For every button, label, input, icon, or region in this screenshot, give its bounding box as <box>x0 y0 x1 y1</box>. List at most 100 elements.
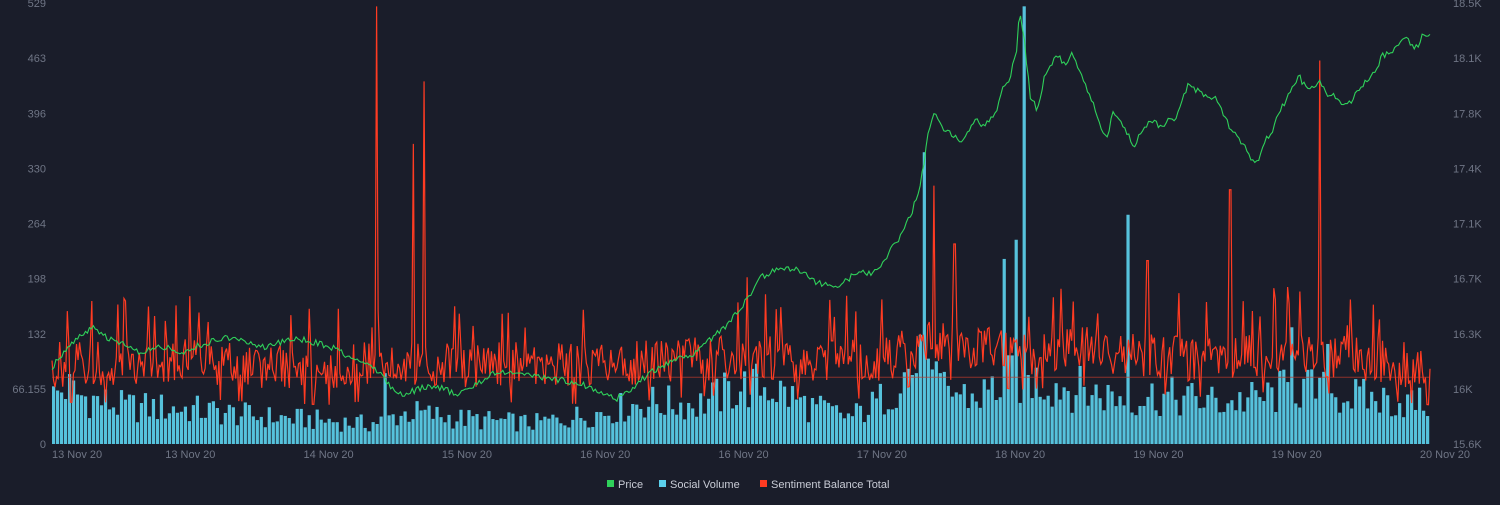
social-volume-bar <box>467 410 471 444</box>
x-axis-tick-label: 13 Nov 20 <box>52 449 102 461</box>
social-volume-bar <box>1230 400 1234 444</box>
social-volume-bar <box>707 398 711 444</box>
social-volume-bar <box>1426 416 1430 444</box>
social-volume-bar <box>1062 387 1066 444</box>
social-volume-bar <box>1042 399 1046 444</box>
social-volume-bar <box>1298 407 1302 444</box>
social-volume-bar <box>1074 395 1078 444</box>
social-volume-bar <box>99 405 104 444</box>
social-volume-bar <box>663 414 667 444</box>
social-volume-bar <box>83 396 88 444</box>
x-axis-tick-label: 19 Nov 20 <box>1272 449 1322 461</box>
social-volume-bar <box>1394 415 1398 444</box>
social-volume-bar <box>59 392 64 444</box>
social-volume-bar <box>822 400 827 444</box>
social-volume-bar <box>547 418 551 444</box>
social-volume-bar <box>75 394 80 444</box>
social-volume-bar <box>643 417 647 444</box>
social-volume-bar <box>143 393 148 444</box>
x-axis-tick-label: 16 Nov 20 <box>580 449 630 461</box>
social-volume-bar <box>163 418 168 444</box>
social-volume-bar <box>507 412 511 444</box>
social-volume-bar <box>427 405 431 444</box>
social-volume-bar <box>387 415 391 444</box>
social-volume-bar <box>347 425 351 444</box>
social-volume-bar <box>1174 399 1178 444</box>
social-volume-bar <box>1294 403 1298 444</box>
social-volume-bar <box>962 384 966 444</box>
social-volume-bar <box>535 413 539 444</box>
social-volume-bar <box>595 411 599 444</box>
social-volume-bar <box>866 414 871 444</box>
social-volume-bar <box>275 421 279 444</box>
social-volume-bar <box>982 379 986 444</box>
social-volume-bar <box>199 417 203 444</box>
social-volume-bar <box>826 402 831 444</box>
legend-label: Sentiment Balance Total <box>771 479 889 491</box>
social-volume-bar <box>355 417 359 444</box>
social-volume-bar <box>667 385 671 444</box>
social-volume-bar <box>255 420 259 444</box>
social-volume-bar <box>187 421 191 444</box>
social-volume-bar <box>543 416 547 444</box>
social-volume-bar <box>1170 376 1174 444</box>
social-volume-bar <box>335 422 339 444</box>
social-volume-bar <box>607 415 611 444</box>
social-volume-bar <box>1190 383 1194 444</box>
legend-item[interactable]: Price <box>607 479 643 491</box>
social-volume-bar <box>1398 403 1402 444</box>
social-volume-bar <box>71 380 76 444</box>
right-axis-tick-label: 15.6K <box>1453 439 1482 451</box>
social-volume-bar <box>303 427 307 444</box>
social-volume-bar <box>499 418 503 444</box>
social-volume-bar <box>211 401 215 444</box>
right-axis-tick-label: 17.4K <box>1453 163 1482 175</box>
social-volume-bar <box>1350 408 1354 444</box>
social-volume-bar <box>619 393 623 444</box>
social-volume-bar <box>1046 395 1050 444</box>
social-volume-bar <box>1222 411 1226 444</box>
social-volume-bar <box>1378 412 1382 444</box>
social-volume-bar <box>1162 393 1166 444</box>
social-volume-bar <box>1038 396 1042 444</box>
social-volume-bar <box>1070 412 1074 444</box>
legend[interactable]: Price Social Volume Sentiment Balance Tota… <box>607 479 889 491</box>
social-volume-bar <box>715 378 719 444</box>
social-volume-bar <box>503 418 507 444</box>
left-axis-tick-label: 264 <box>28 219 46 231</box>
social-volume-bar <box>770 398 775 444</box>
social-volume-bar <box>359 414 363 444</box>
social-volume-bar <box>487 411 491 444</box>
social-volume-bar <box>703 413 707 444</box>
social-volume-bar <box>1226 403 1230 444</box>
social-volume-bar <box>683 419 687 444</box>
social-volume-bar <box>1274 411 1278 444</box>
social-volume-bar <box>195 395 199 444</box>
social-volume-bar <box>743 371 747 444</box>
social-volume-bar <box>239 416 243 444</box>
social-volume-bar <box>1154 410 1158 444</box>
social-volume-bar <box>802 395 807 444</box>
social-volume-bar <box>215 408 219 444</box>
social-volume-bar <box>1090 395 1094 444</box>
social-volume-bar <box>351 427 355 444</box>
legend-item[interactable]: Social Volume <box>659 479 740 491</box>
social-volume-bar <box>375 424 379 444</box>
social-volume-bar <box>67 374 72 444</box>
social-volume-bar <box>774 402 779 444</box>
social-volume-bar <box>379 416 383 444</box>
social-volume-bar <box>459 409 463 444</box>
social-volume-bar <box>1218 412 1222 444</box>
right-axis-tick-label: 16.7K <box>1453 274 1482 286</box>
social-volume-bar <box>990 376 994 444</box>
social-volume-bar <box>810 398 815 444</box>
social-volume-bar <box>1326 343 1330 444</box>
social-volume-bar <box>583 420 587 444</box>
legend-item[interactable]: Sentiment Balance Total <box>760 479 889 491</box>
social-volume-bar <box>854 403 859 444</box>
social-volume-bar <box>559 423 563 444</box>
social-volume-bar <box>315 409 319 444</box>
social-volume-bar <box>846 413 851 444</box>
social-volume-bar <box>635 404 639 444</box>
